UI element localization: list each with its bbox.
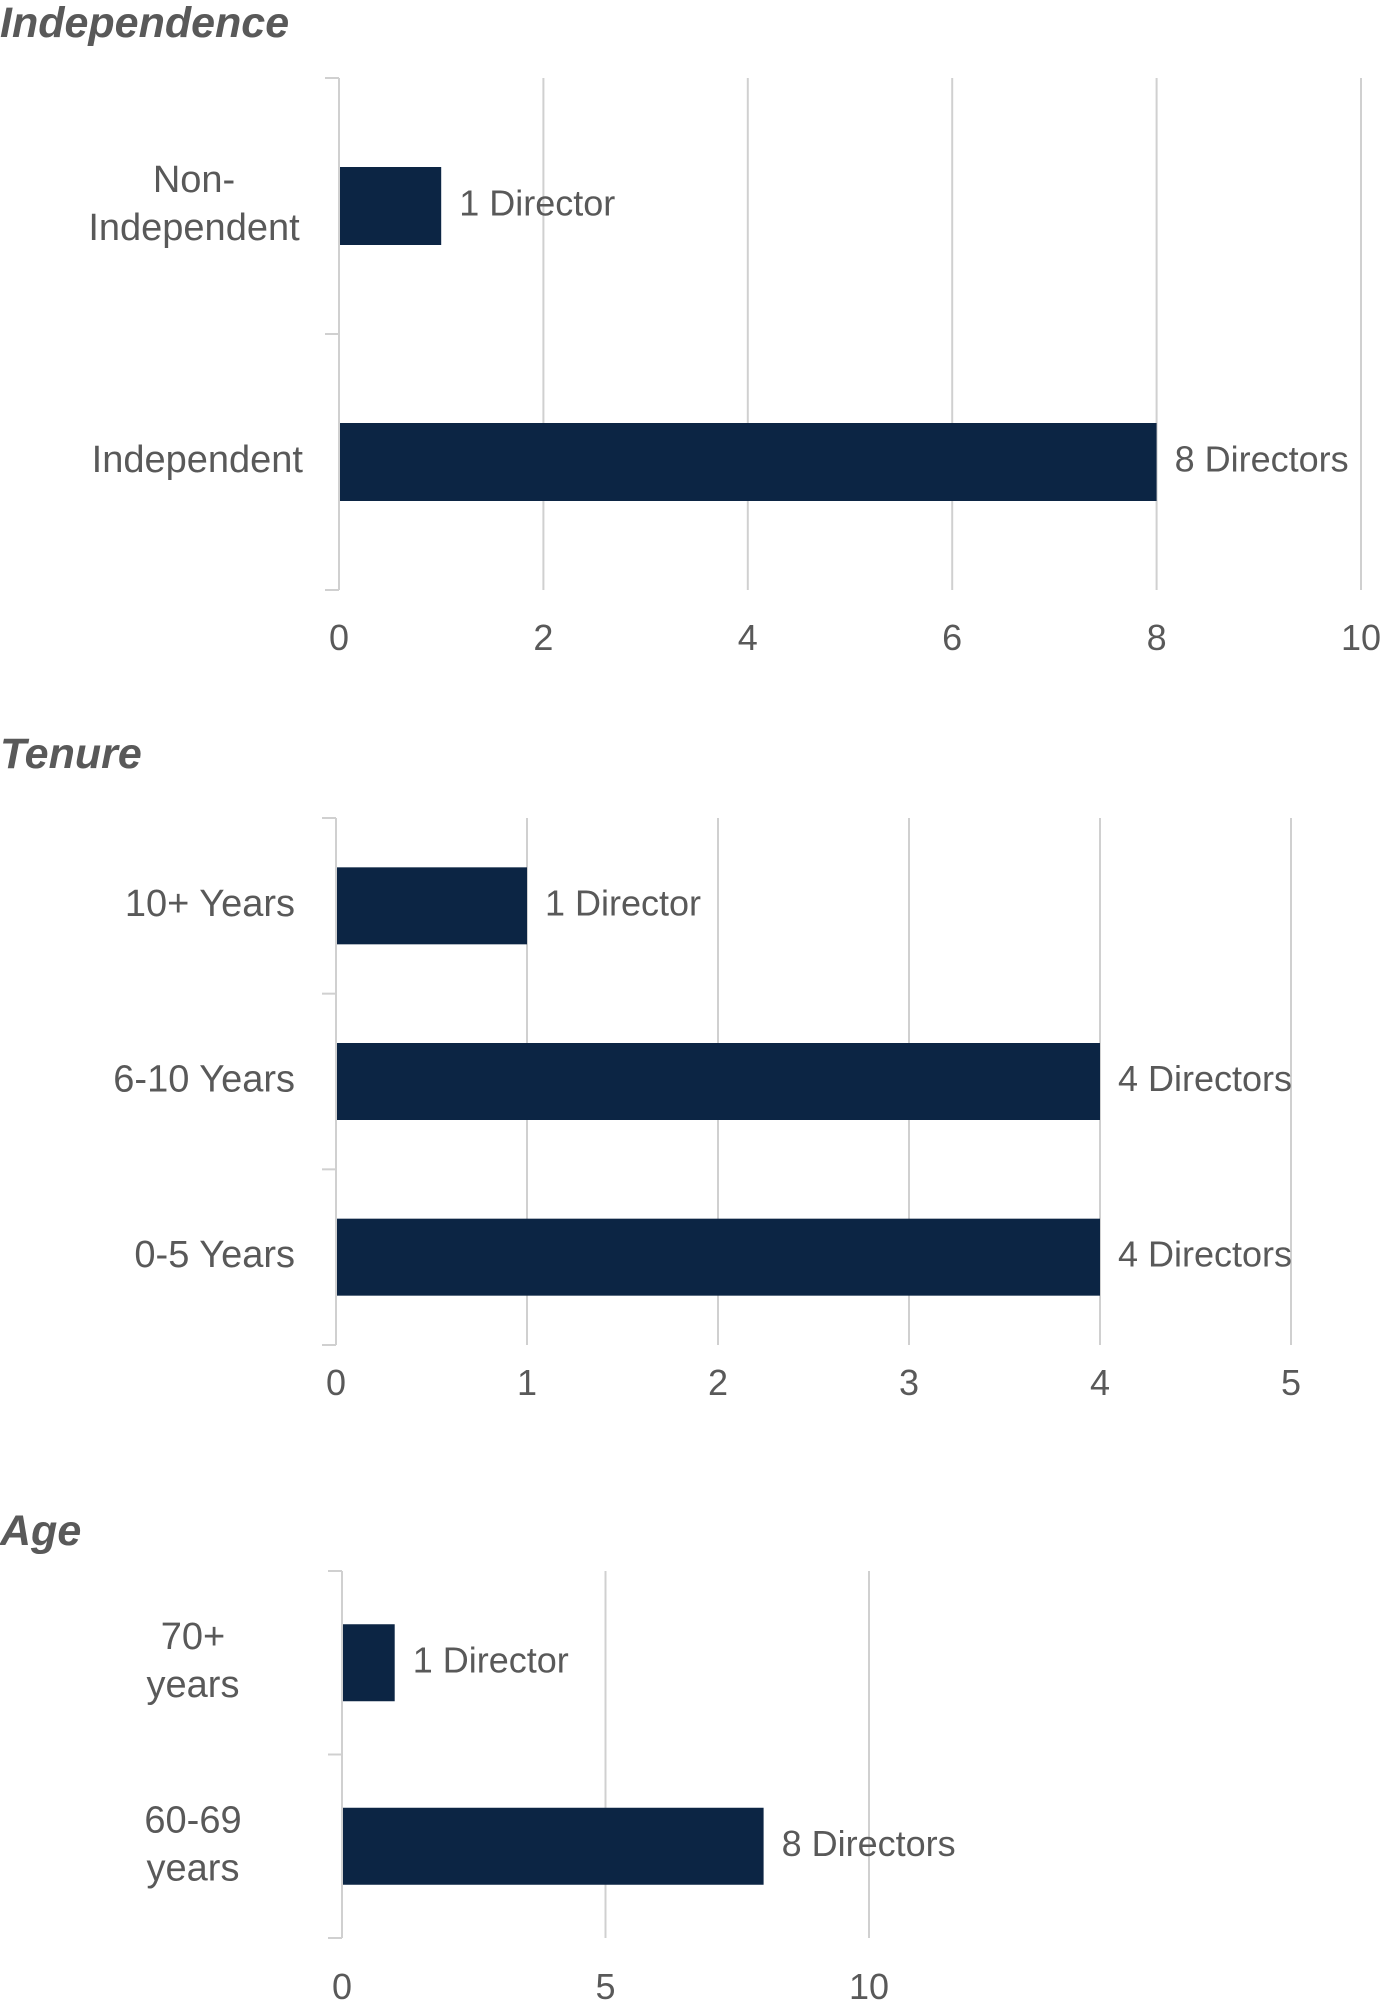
- x-tick-label-tenure: 4: [1090, 1362, 1110, 1403]
- chart-tenure: 1 Director 10+ Years 4 Directors 6-10 Years…: [113, 817, 1301, 1403]
- x-tick-label-independence: 4: [738, 617, 758, 658]
- x-tick-label-independence: 8: [1147, 617, 1167, 658]
- x-tick-label-age: 5: [595, 1966, 615, 2007]
- data-label-tenure-2: 4 Directors: [1118, 1234, 1292, 1275]
- category-label-independence-1: Independent: [92, 439, 304, 481]
- x-tick-label-independence: 2: [533, 617, 553, 658]
- x-tick-label-independence: 0: [329, 617, 349, 658]
- category-label-tenure-0: 10+ Years: [125, 883, 295, 925]
- chart-title-independence: Independence: [0, 0, 290, 47]
- category-label-tenure-2: 0-5 Years: [134, 1234, 295, 1276]
- bar-independence-1: [340, 423, 1157, 501]
- category-label-independence-0: Non-Independent: [88, 159, 300, 249]
- bar-tenure-2: [337, 1218, 1100, 1296]
- chart-age: 1 Director 70+ years 8 Directors 60-69 years 0…: [144, 1570, 956, 2007]
- bar-tenure-0: [337, 867, 527, 945]
- data-label-independence-1: 8 Directors: [1175, 439, 1349, 480]
- chart-title-age: Age: [0, 1507, 82, 1555]
- bar-age-1: [343, 1807, 764, 1885]
- x-tick-label-tenure: 2: [708, 1362, 728, 1403]
- x-tick-label-tenure: 5: [1281, 1362, 1301, 1403]
- bar-age-0: [343, 1624, 395, 1702]
- data-label-independence-0: 1 Director: [459, 183, 615, 224]
- x-tick-label-independence: 10: [1341, 617, 1381, 658]
- bar-tenure-1: [337, 1043, 1100, 1120]
- x-tick-label-tenure: 0: [326, 1362, 346, 1403]
- data-label-age-0: 1 Director: [413, 1639, 569, 1680]
- chart-independence: 1 Director Non-Independent 8 Directors Inde…: [88, 77, 1381, 658]
- category-label-age-1: 60-69 years: [144, 1799, 241, 1889]
- x-tick-label-independence: 6: [942, 617, 962, 658]
- category-label-age-0: 70+ years: [147, 1616, 240, 1706]
- bar-independence-0: [340, 167, 442, 245]
- x-tick-label-tenure: 1: [517, 1362, 537, 1403]
- x-tick-label-age: 10: [849, 1966, 889, 2007]
- data-label-tenure-0: 1 Director: [545, 882, 701, 923]
- category-label-tenure-1: 6-10 Years: [113, 1059, 295, 1101]
- chart-title-tenure: Tenure: [0, 730, 142, 778]
- data-label-tenure-1: 4 Directors: [1118, 1058, 1292, 1099]
- x-tick-label-age: 0: [332, 1966, 352, 2007]
- x-tick-label-tenure: 3: [899, 1362, 919, 1403]
- data-label-age-1: 8 Directors: [782, 1823, 956, 1864]
